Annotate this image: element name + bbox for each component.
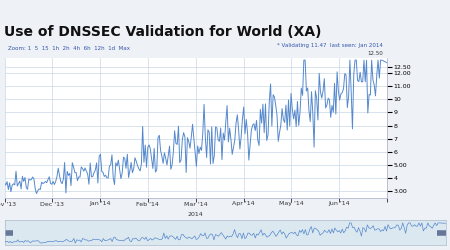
Text: May '14: May '14 — [279, 202, 304, 206]
Text: 12.50: 12.50 — [367, 51, 383, 56]
Text: Jan '14: Jan '14 — [90, 202, 111, 206]
Text: Dec '13: Dec '13 — [40, 202, 64, 206]
Text: Feb '14: Feb '14 — [136, 202, 159, 206]
Text: Nov '13: Nov '13 — [0, 202, 17, 206]
Text: Apr '14: Apr '14 — [232, 202, 255, 206]
Text: Jun '14: Jun '14 — [328, 202, 350, 206]
Text: * Validating 11.47  last seen: Jan 2014: * Validating 11.47 last seen: Jan 2014 — [277, 44, 383, 49]
Text: Use of DNSSEC Validation for World (XA): Use of DNSSEC Validation for World (XA) — [4, 25, 322, 39]
Text: 2014: 2014 — [188, 212, 203, 216]
Text: Zoom: 1  5  15  1h  2h  4h  6h  12h  1d  Max: Zoom: 1 5 15 1h 2h 4h 6h 12h 1d Max — [8, 46, 130, 51]
Text: Mar '14: Mar '14 — [184, 202, 207, 206]
